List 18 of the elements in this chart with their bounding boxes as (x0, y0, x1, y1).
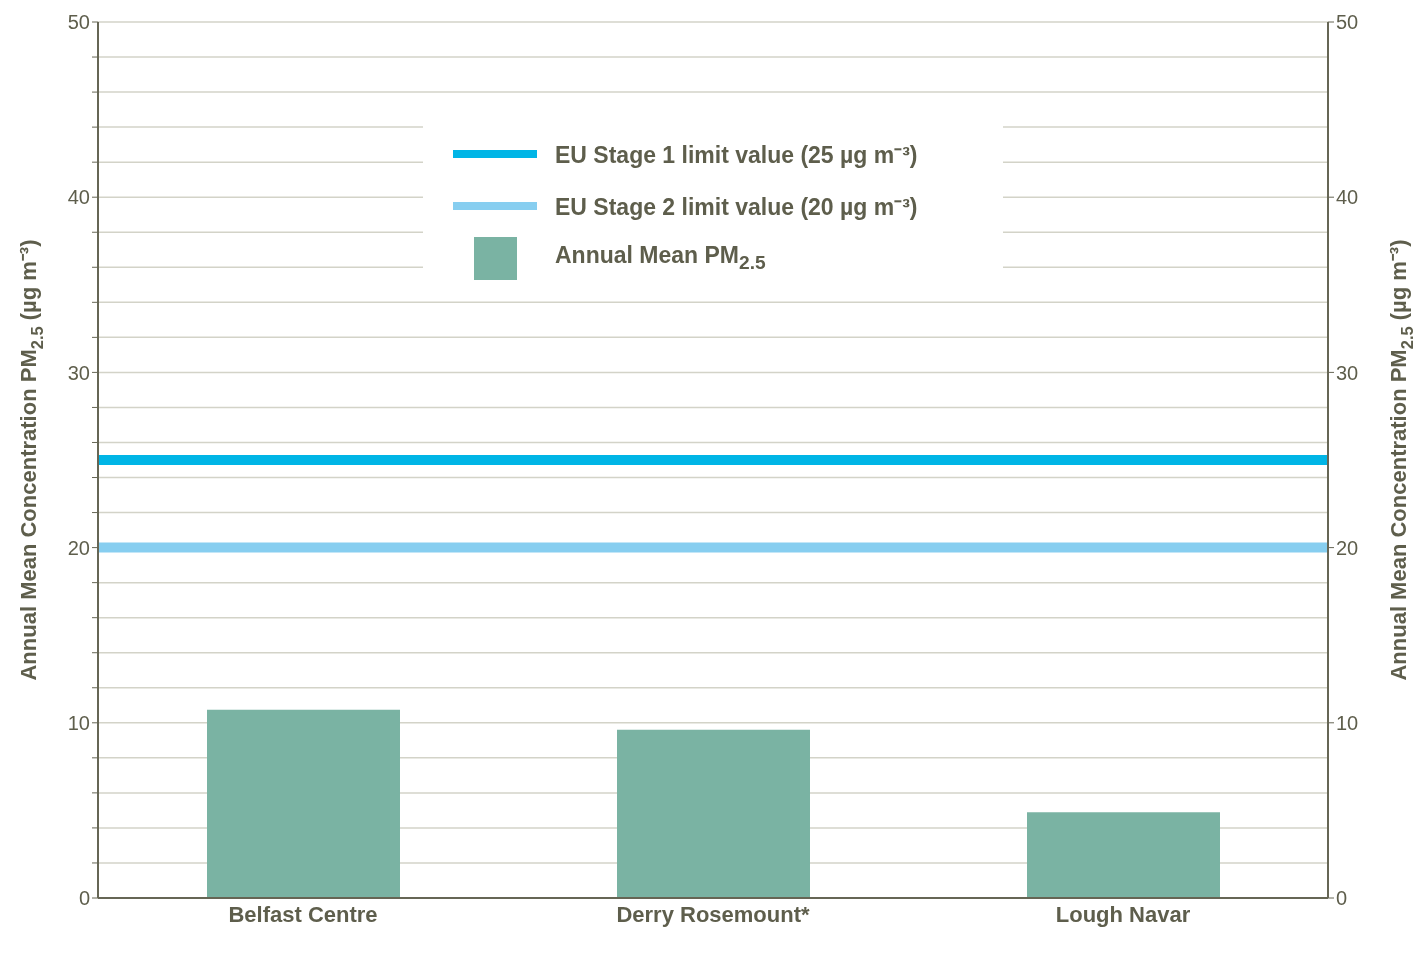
x-tick-label: Derry Rosemount* (616, 901, 811, 927)
y2-tick-label: 0 (1336, 887, 1348, 910)
y2-tick-label: 50 (1336, 11, 1359, 34)
legend-label: EU Stage 1 limit value (25 µg m⁻³) (555, 141, 918, 170)
x-tick-label: Belfast Centre (228, 901, 378, 927)
y-tick-label: 20 (67, 536, 90, 559)
y2-tick-label: 10 (1336, 711, 1359, 734)
x-tick-label: Lough Navar (1055, 901, 1191, 927)
y-tick-label: 50 (67, 11, 90, 34)
y2-tick-label: 40 (1336, 186, 1359, 209)
legend-label: Annual Mean PM$_{2.5}$ (555, 242, 766, 274)
y-tick-label: 30 (67, 361, 90, 384)
y-tick-label: 0 (78, 887, 90, 910)
legend-label: EU Stage 2 limit value (20 µg m⁻³) (555, 193, 918, 222)
y2-tick-label: 20 (1336, 536, 1359, 559)
y-tick-label: 40 (67, 186, 90, 209)
y-tick-label: 10 (67, 711, 90, 734)
y2-tick-label: 30 (1336, 361, 1359, 384)
